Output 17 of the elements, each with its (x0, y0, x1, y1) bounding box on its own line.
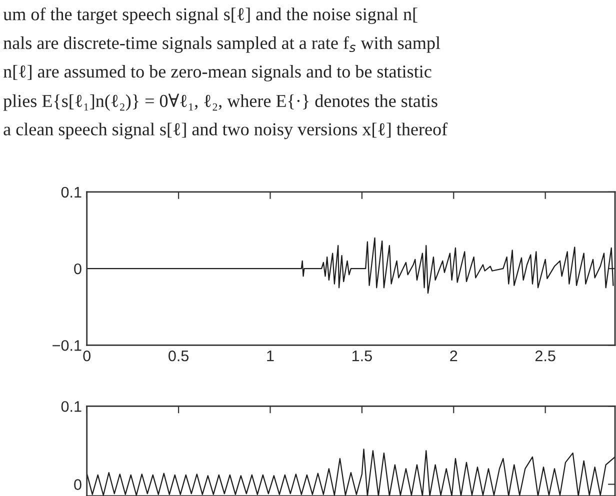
x-tick-label: 0 (83, 350, 91, 362)
line-series (86, 237, 614, 294)
x-tick-label: 1 (267, 350, 274, 362)
y-tick-label: −0.1 (52, 340, 82, 351)
x-tick-label: 1.5 (352, 350, 372, 362)
text: nals are discrete-time signals sampled at a rate f$_{s}$ with sampl (3, 36, 440, 53)
y-tick-label: 0.1 (61, 401, 82, 412)
x-tick-label: 2 (450, 350, 458, 362)
x-tick-label: 0.5 (168, 350, 189, 362)
y-tick-label: 0.1 (61, 186, 82, 198)
text: um of the target speech signal s[ℓ] and the noise signal n[ (3, 7, 418, 24)
y-tick-label: 0 (74, 479, 82, 490)
y-tick-label: 0 (74, 263, 82, 274)
x-tick-label: 2.5 (535, 350, 556, 362)
text: plies E{s[ℓ₁]n(ℓ₂)} = 0∀ℓ₁, ℓ₂, where E{·} denotes the statis (3, 94, 438, 111)
text: n[ℓ] are assumed to be zero-mean signals and to be statistic (3, 64, 432, 82)
text: a clean speech signal s[ℓ] and two noisy versions x[ℓ] thereof (4, 122, 448, 140)
